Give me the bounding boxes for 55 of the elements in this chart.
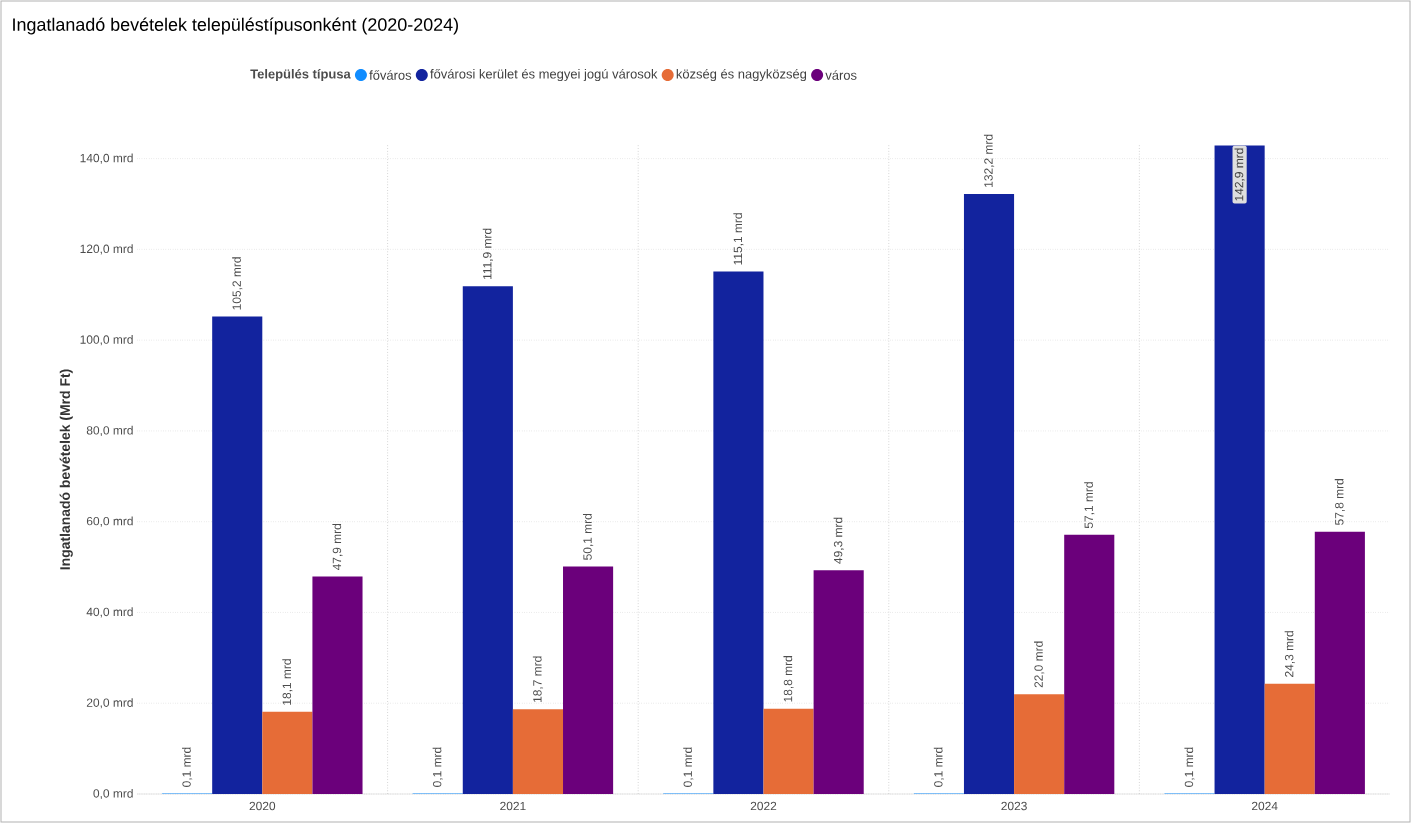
data-label: 0,1 mrd (683, 747, 694, 787)
x-tick-label: 2023 (1001, 801, 1027, 811)
data-label: 49,3 mrd (833, 517, 844, 564)
data-label: 0,1 mrd (182, 747, 193, 787)
data-label: 132,2 mrd (983, 134, 995, 187)
x-tick-label: 2022 (750, 801, 777, 811)
data-label: 18,8 mrd (783, 656, 794, 702)
y-tick-label: 20,0 mrd (86, 698, 133, 709)
x-tick-label: 2024 (1251, 801, 1278, 811)
bar (963, 194, 1015, 794)
data-label: 0,1 mrd (432, 747, 443, 787)
chart-title: Ingatlanadó bevételek településtípusonként (2020-2024) (13, 17, 458, 35)
y-tick-label: 0,0 mrd (93, 788, 133, 800)
data-label: 24,3 mrd (1284, 631, 1295, 677)
bar (312, 576, 363, 794)
data-label: 18,1 mrd (282, 659, 293, 705)
y-tick-label: 80,0 mrd (86, 425, 133, 437)
y-tick-label: 40,0 mrd (86, 607, 133, 618)
y-tick-label: 60,0 mrd (86, 516, 133, 527)
legend-label: fővárosi kerület és megyei jogú városok (430, 68, 658, 82)
y-tick-label: 140,0 mrd (80, 153, 133, 164)
data-label: 105,2 mrd (232, 257, 243, 310)
bar (1314, 531, 1365, 794)
y-tick-label: 120,0 mrd (80, 244, 133, 255)
bar (262, 711, 313, 794)
bar (512, 709, 564, 794)
data-label: 0,1 mrd (933, 747, 944, 787)
data-label: 22,0 mrd (1034, 641, 1045, 688)
bar (1064, 534, 1115, 794)
bar (813, 570, 864, 794)
bar (1014, 694, 1065, 794)
data-label: 111,9 mrd (482, 228, 493, 280)
y-axis-title: Ingatlanadó bevételek (Mrd Ft) (59, 369, 73, 570)
legend-label: főváros (369, 70, 412, 80)
data-label: 57,8 mrd (1334, 479, 1345, 525)
bar (563, 566, 614, 794)
bar (1214, 145, 1265, 794)
legend-title: Település típusa (250, 68, 351, 82)
bar (462, 286, 513, 794)
bar (212, 316, 263, 794)
legend-label: község és nagyközség (676, 68, 807, 82)
bar (713, 271, 764, 794)
x-tick-label: 2020 (249, 801, 276, 811)
data-label: 18,7 mrd (532, 656, 544, 703)
data-label: 115,1 mrd (733, 213, 744, 265)
data-label: 47,9 mrd (332, 524, 343, 571)
y-tick-label: 100,0 mrd (80, 335, 133, 346)
data-label: 57,1 mrd (1084, 482, 1095, 529)
legend-label: város (825, 70, 857, 80)
bar (1264, 683, 1315, 794)
data-label: 142,9 mrd (1234, 148, 1245, 201)
data-label: 50,1 mrd (582, 514, 594, 560)
data-label: 0,1 mrd (1184, 747, 1195, 787)
x-tick-label: 2021 (500, 801, 526, 811)
bar (763, 708, 814, 794)
